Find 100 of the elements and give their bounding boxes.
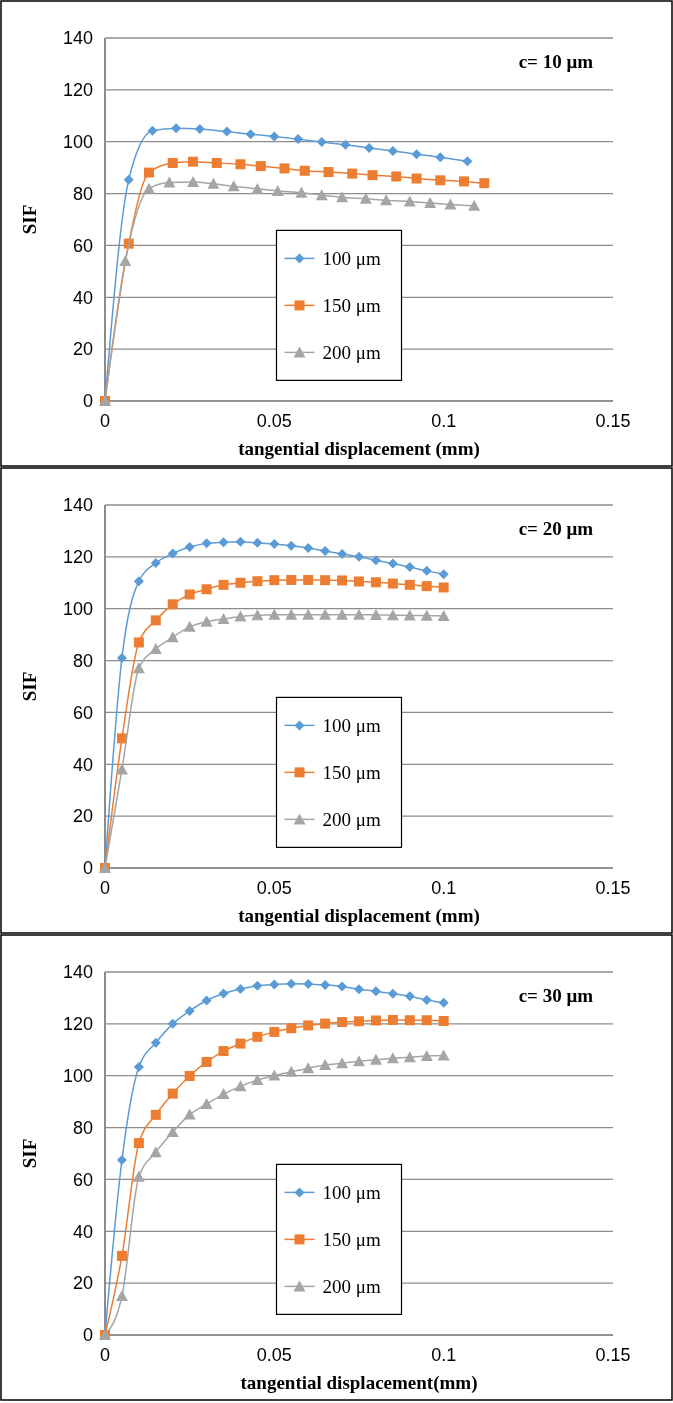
point [354,1016,364,1027]
y-tick-label: 80 [72,650,93,671]
point [268,1069,281,1081]
point [286,1023,297,1034]
x-tick-label: 0.05 [256,411,292,431]
point [207,177,220,189]
point [149,642,162,654]
point [421,581,432,592]
x-axis-title: tangential displacement(mm) [240,1372,478,1394]
point [166,631,179,643]
point [285,608,298,620]
point [218,1046,229,1057]
point [269,575,280,586]
point [251,609,264,621]
point [320,575,331,586]
point [386,609,399,621]
point [387,988,398,999]
y-tick-label: 60 [72,702,93,723]
point [255,161,266,172]
point [337,575,348,586]
y-tick-label: 20 [72,1273,93,1294]
legend-label: 150 μm [322,295,381,317]
x-tick-label: 0.15 [595,411,631,431]
y-axis-title: SIF [19,204,40,235]
point [404,579,415,590]
point [184,1070,195,1081]
x-tick-label: 0 [99,1345,111,1365]
point [200,1097,213,1109]
point [444,198,457,210]
point [340,139,351,150]
y-tick-label: 60 [72,1169,93,1190]
point [268,608,281,620]
point [252,980,263,991]
y-tick-label: 80 [72,183,93,204]
point [144,167,155,178]
point [235,1038,246,1049]
point [370,986,381,997]
point [271,184,284,196]
legend-label: 200 μm [322,809,381,831]
point [201,995,212,1006]
legend-label: 100 μm [322,715,381,737]
y-tick-label: 100 [62,132,93,153]
point [437,1049,450,1061]
x-tick-label: 0 [99,878,111,898]
point [319,1059,332,1071]
point [387,578,398,589]
point [188,156,199,167]
point [387,146,398,157]
y-tick-label: 0 [82,391,93,412]
point [316,136,327,147]
y-tick-label: 20 [72,339,93,360]
y-tick-label: 0 [82,1325,93,1346]
point [235,577,246,588]
point [116,652,127,663]
x-tick-label: 0.05 [256,878,292,898]
y-tick-label: 100 [62,1066,93,1087]
point [479,178,490,189]
point [187,175,200,187]
point [132,1170,145,1182]
point [201,1056,212,1067]
point [194,124,205,135]
y-tick-label: 140 [62,28,93,49]
point [171,123,182,134]
legend-label: 200 μm [322,342,381,364]
y-tick-label: 0 [82,858,93,879]
annotation: c= 10 μm [518,51,594,72]
point [364,142,375,153]
y-tick-label: 120 [62,1014,93,1035]
point [337,1017,348,1028]
point [337,549,348,560]
point [150,1037,161,1048]
point [347,168,358,179]
point [123,174,134,185]
point [279,163,290,174]
point [150,1109,161,1120]
y-tick-label: 80 [72,1117,93,1138]
point [299,165,310,176]
point [435,152,446,163]
point [302,608,315,620]
point [387,1014,398,1025]
point [403,1051,416,1063]
x-tick-label: 0 [99,411,111,431]
point [167,1088,178,1099]
point [150,558,161,569]
point [367,170,378,181]
point [295,186,308,198]
point [411,173,422,184]
point [458,176,469,187]
point [462,156,473,167]
point [354,551,364,562]
point [303,1020,314,1031]
y-tick-label: 120 [62,80,93,101]
point [116,1154,127,1165]
point [235,536,246,547]
point [354,576,364,587]
point [133,1061,144,1072]
x-tick-label: 0.15 [595,1345,631,1365]
x-tick-label: 0.05 [256,1345,292,1365]
point [370,555,381,566]
point [319,608,332,620]
